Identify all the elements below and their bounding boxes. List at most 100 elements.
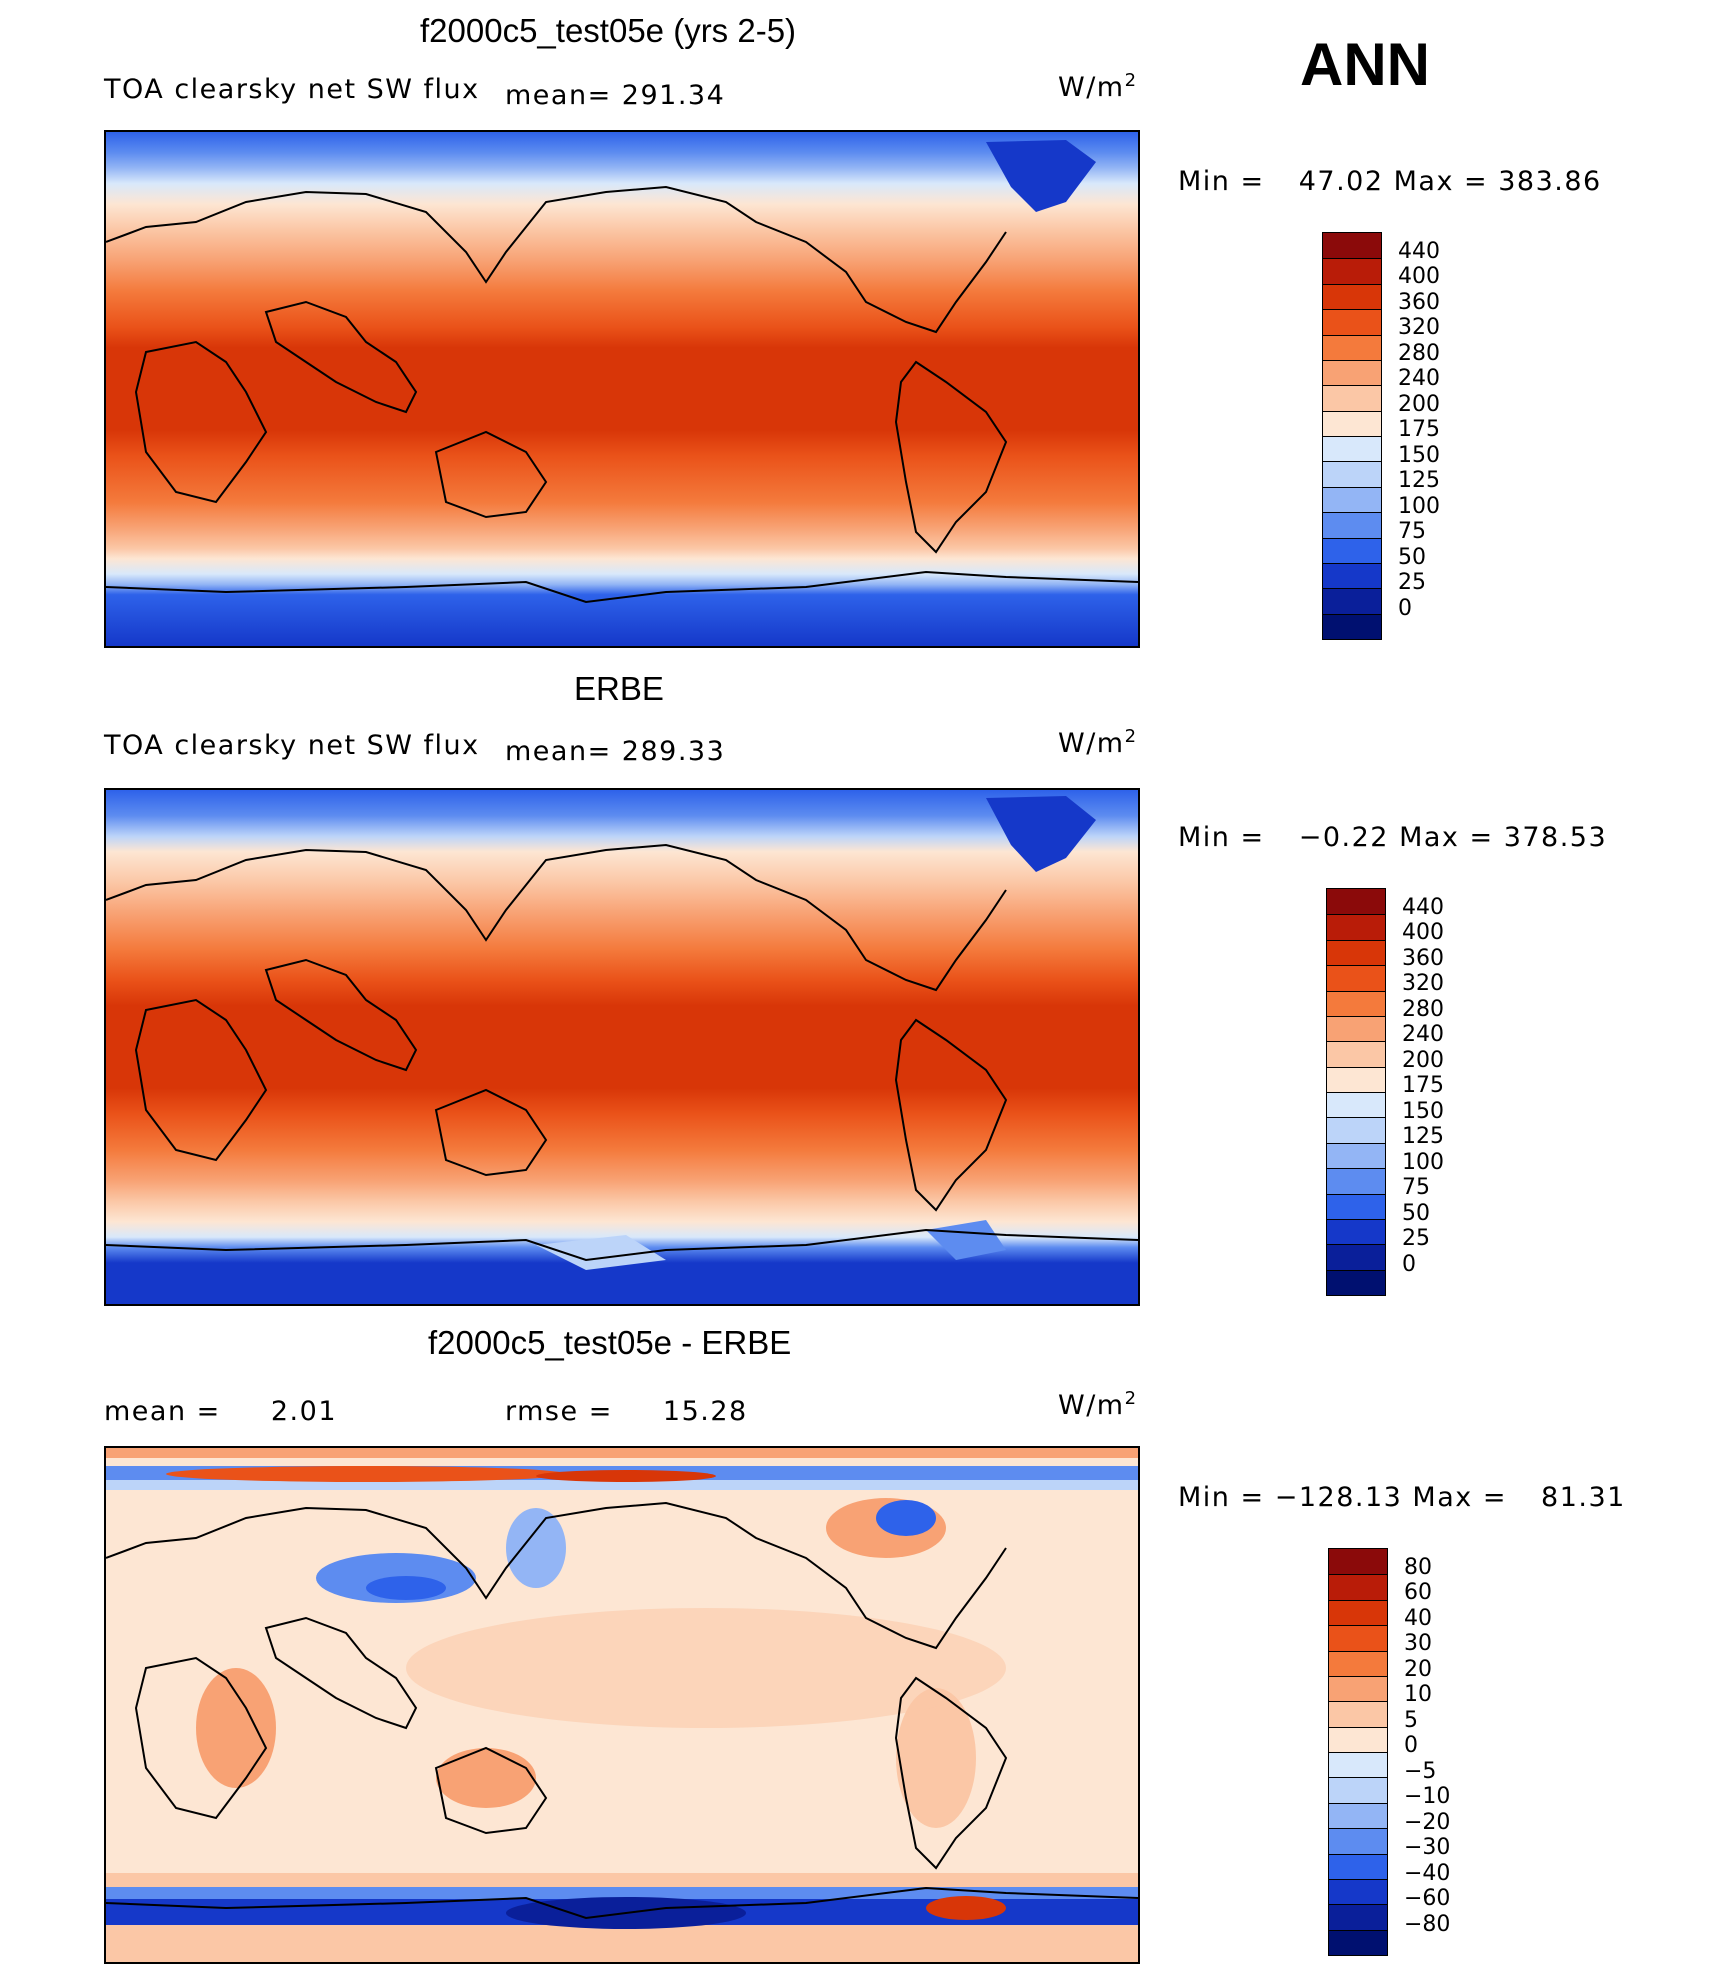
panel-3-mean: mean = 2.01 xyxy=(104,1396,337,1427)
panel-1-min-max: Min = 47.02 Max = 383.86 xyxy=(1178,166,1602,197)
colorbar-segment xyxy=(1323,385,1381,411)
colorbar-segment xyxy=(1329,1549,1387,1575)
panel-1-units: W/m2 xyxy=(1058,70,1138,103)
colorbar-segment xyxy=(1327,1193,1385,1219)
panel-3-rmse: rmse = 15.28 xyxy=(505,1396,748,1427)
colorbar-tick-label: 60 xyxy=(1404,1580,1432,1605)
panel-2-variable-label: TOA clearsky net SW flux xyxy=(104,730,480,761)
colorbar-tick-label: −20 xyxy=(1404,1809,1451,1835)
colorbar-tick-label: 400 xyxy=(1402,920,1444,945)
colorbar-tick-label: 25 xyxy=(1398,570,1426,595)
panel-1-units-base: W/m xyxy=(1058,72,1125,103)
colorbar-tick-label: 100 xyxy=(1398,493,1440,519)
colorbar-segment xyxy=(1327,914,1385,940)
colorbar-segment xyxy=(1329,1828,1387,1854)
panel-1-greenland xyxy=(986,140,1096,212)
colorbar-segment xyxy=(1327,1269,1385,1295)
colorbar-tick-label: 280 xyxy=(1402,996,1444,1022)
panel-2-colorbar xyxy=(1326,888,1386,1296)
colorbar-segment xyxy=(1329,1726,1387,1752)
panel-3-max-value: 81.31 xyxy=(1541,1482,1626,1513)
colorbar-segment xyxy=(1323,486,1381,513)
colorbar-segment xyxy=(1329,1625,1387,1651)
colorbar-segment xyxy=(1327,1244,1385,1270)
colorbar-segment xyxy=(1329,1650,1387,1676)
colorbar-tick-label: 240 xyxy=(1402,1022,1444,1047)
colorbar-segment xyxy=(1329,1904,1387,1930)
panel-1-title: f2000c5_test05e (yrs 2-5) xyxy=(420,12,797,49)
panel-2-min-label: Min = xyxy=(1178,822,1265,853)
panel-2-antarctic-patch-2 xyxy=(926,1220,1006,1260)
colorbar-segment xyxy=(1327,990,1385,1016)
colorbar-segment xyxy=(1323,537,1381,563)
panel-3-units-base: W/m xyxy=(1058,1390,1125,1421)
panel-2-units-base: W/m xyxy=(1058,728,1125,759)
colorbar-segment xyxy=(1327,1092,1385,1118)
panel-1-mean: mean= 291.34 xyxy=(505,80,725,111)
colorbar-tick-label: 10 xyxy=(1404,1682,1432,1707)
colorbar-segment xyxy=(1329,1701,1387,1727)
colorbar-segment xyxy=(1323,562,1381,589)
colorbar-tick-label: −5 xyxy=(1404,1758,1437,1784)
panel-2-greenland xyxy=(986,796,1096,872)
colorbar-segment xyxy=(1329,1802,1387,1829)
colorbar-tick-label: 175 xyxy=(1398,417,1440,442)
colorbar-segment xyxy=(1327,1015,1385,1042)
colorbar-tick-label: 200 xyxy=(1402,1047,1444,1073)
panel-3-min-max: Min = −128.13 Max = 81.31 xyxy=(1178,1482,1626,1513)
colorbar-segment xyxy=(1327,1168,1385,1194)
colorbar-tick-label: 0 xyxy=(1404,1733,1418,1758)
panel-2-min-value: −0.22 xyxy=(1298,822,1389,853)
panel-3-rmse-label: rmse = xyxy=(505,1396,613,1427)
panel-3-map xyxy=(104,1446,1140,1964)
colorbar-tick-label: 320 xyxy=(1398,315,1440,340)
colorbar-tick-label: 30 xyxy=(1404,1631,1432,1656)
colorbar-tick-label: 125 xyxy=(1402,1124,1444,1149)
colorbar-segment xyxy=(1327,1218,1385,1245)
colorbar-segment xyxy=(1323,283,1381,310)
panel-1-map xyxy=(104,130,1140,648)
colorbar-tick-label: 0 xyxy=(1402,1251,1416,1277)
colorbar-tick-label: 320 xyxy=(1402,971,1444,996)
colorbar-tick-label: −80 xyxy=(1404,1911,1451,1937)
panel-1-mean-value: 291.34 xyxy=(621,80,726,111)
colorbar-tick-label: 240 xyxy=(1398,366,1440,391)
panel-3-mean-value: 2.01 xyxy=(270,1396,337,1427)
colorbar-segment xyxy=(1327,965,1385,991)
colorbar-tick-label: 400 xyxy=(1398,264,1440,289)
panel-2-title: ERBE xyxy=(574,670,664,707)
panel-3-units-exp: 2 xyxy=(1124,1388,1138,1409)
colorbar-tick-label: 440 xyxy=(1402,894,1444,920)
panel-1-mean-label: mean= xyxy=(505,80,612,111)
colorbar-tick-label: 175 xyxy=(1402,1073,1444,1098)
panel-1-min-label: Min = xyxy=(1178,166,1265,197)
panel-1-max-label: Max = xyxy=(1393,166,1489,197)
panel-2-mean: mean= 289.33 xyxy=(505,736,725,767)
colorbar-tick-label: 40 xyxy=(1404,1605,1432,1631)
panel-2-coastlines xyxy=(106,843,1138,1262)
colorbar-tick-label: 20 xyxy=(1404,1656,1432,1682)
panel-3-mean-label: mean = xyxy=(104,1396,221,1427)
colorbar-tick-label: −60 xyxy=(1404,1886,1451,1911)
panel-2-map xyxy=(104,788,1140,1306)
panel-3-anomalies xyxy=(106,1448,1138,1962)
colorbar-segment xyxy=(1329,1929,1387,1955)
colorbar-segment xyxy=(1323,309,1381,335)
panel-1-variable-label: TOA clearsky net SW flux xyxy=(104,74,480,105)
colorbar-tick-label: 440 xyxy=(1398,238,1440,264)
panel-2-max-value: 378.53 xyxy=(1503,822,1608,853)
colorbar-segment xyxy=(1323,359,1381,386)
panel-2-max-label: Max = xyxy=(1399,822,1494,853)
colorbar-tick-label: 100 xyxy=(1402,1149,1444,1175)
panel-3-units: W/m2 xyxy=(1058,1388,1138,1421)
colorbar-segment xyxy=(1329,1675,1387,1702)
panel-3-max-label: Max = xyxy=(1412,1482,1507,1513)
panel-2-antarctic-patch xyxy=(536,1235,666,1270)
colorbar-tick-label: −30 xyxy=(1404,1835,1451,1860)
panel-2-mean-value: 289.33 xyxy=(621,736,726,767)
colorbar-segment xyxy=(1327,1041,1385,1067)
colorbar-tick-label: 25 xyxy=(1402,1226,1430,1251)
colorbar-segment xyxy=(1329,1752,1387,1778)
panel-2-min-max: Min = −0.22 Max = 378.53 xyxy=(1178,822,1607,853)
colorbar-segment xyxy=(1327,1142,1385,1169)
